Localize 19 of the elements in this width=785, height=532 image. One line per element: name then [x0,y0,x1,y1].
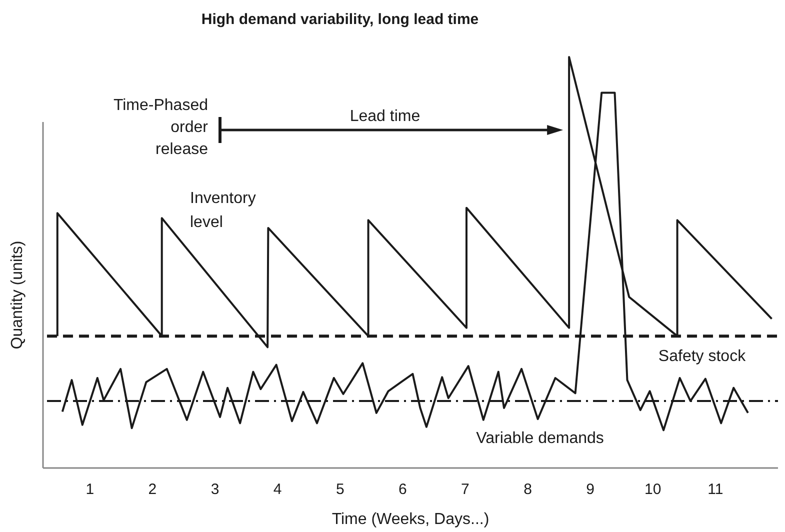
series-label: Inventory level [190,190,256,231]
chart-title: High demand variability, long lead time [201,11,479,28]
ref-line-label: Safety stock [658,348,747,365]
x-tick-label: 1 [86,481,94,498]
x-tick-label: 8 [524,481,532,498]
x-tick-label: 2 [148,481,157,498]
x-tick-label: 5 [336,481,344,498]
y-axis-title: Quantity (units) [9,240,26,350]
x-tick-label: 7 [461,481,470,498]
x-axis-title: Time (Weeks, Days...) [332,511,490,528]
x-tick-label: 10 [644,481,662,498]
x-tick-label: 11 [708,481,724,498]
x-tick-label: 9 [586,481,595,498]
series-label: Variable demands [476,430,604,447]
annotation: Time-Phased order release [113,97,209,158]
annotation: Lead time [350,108,420,125]
x-tick-label: 6 [398,481,407,498]
x-tick-label: 3 [210,481,220,498]
x-tick-label: 4 [273,481,282,498]
